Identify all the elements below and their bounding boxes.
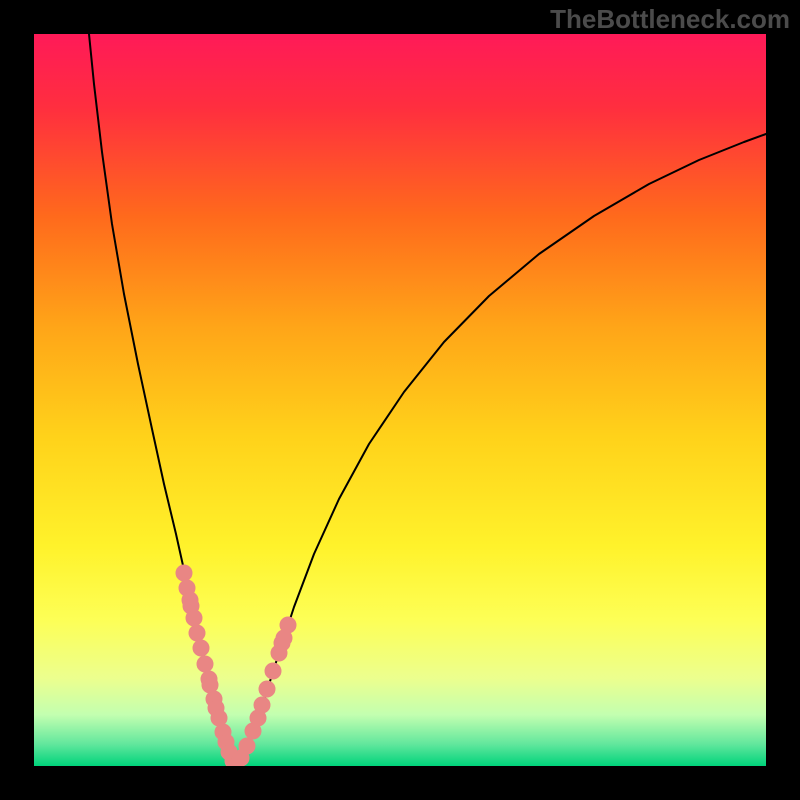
watermark-text: TheBottleneck.com xyxy=(550,4,790,35)
data-marker xyxy=(259,681,275,697)
data-marker xyxy=(239,738,255,754)
data-marker xyxy=(254,697,270,713)
data-marker xyxy=(211,710,227,726)
data-marker xyxy=(197,656,213,672)
bottleneck-chart xyxy=(34,34,766,766)
data-marker xyxy=(176,565,192,581)
data-marker xyxy=(193,640,209,656)
data-marker xyxy=(265,663,281,679)
data-marker xyxy=(280,617,296,633)
data-marker xyxy=(202,677,218,693)
data-marker xyxy=(186,610,202,626)
data-marker xyxy=(189,625,205,641)
gradient-background xyxy=(34,34,766,766)
